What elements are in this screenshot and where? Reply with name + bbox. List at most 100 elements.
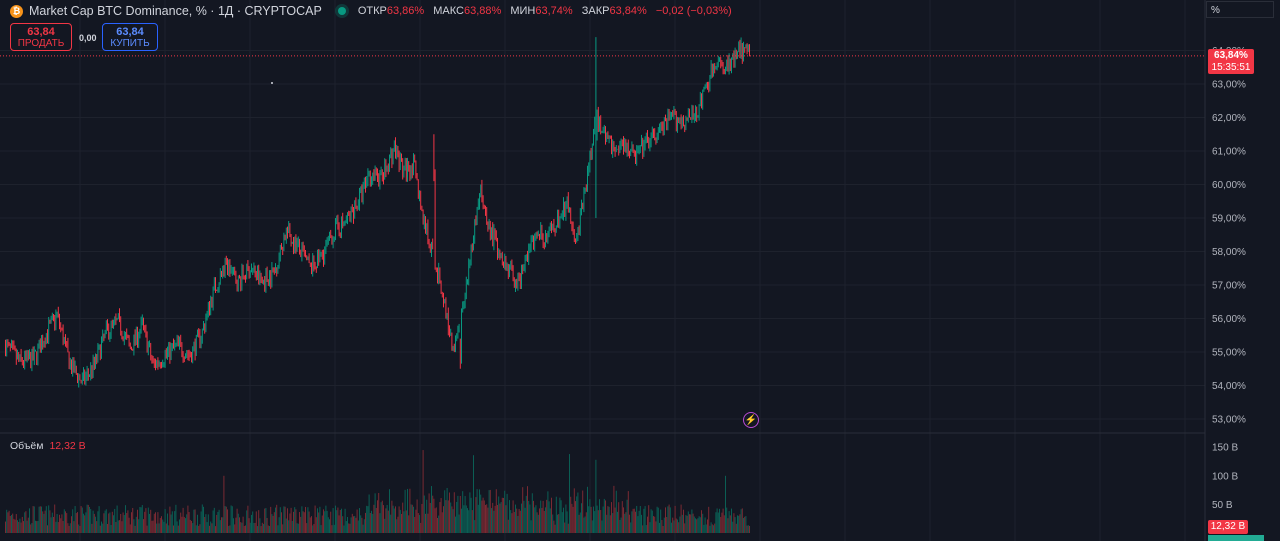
- volume-bar: [245, 525, 246, 533]
- volume-bar: [638, 510, 640, 533]
- volume-bar: [188, 512, 190, 533]
- scale-unit-button[interactable]: %: [1206, 1, 1274, 18]
- volume-bar: [179, 519, 180, 533]
- volume-bar: [140, 507, 142, 533]
- volume-bar: [703, 524, 705, 533]
- volume-bar: [103, 513, 105, 533]
- volume-bar: [290, 507, 292, 533]
- volume-bar: [554, 524, 556, 533]
- volume-bar: [20, 522, 22, 533]
- volume-bar: [410, 504, 412, 533]
- volume-bar: [639, 505, 641, 533]
- volume-bar: [690, 514, 692, 533]
- volume-bar: [115, 522, 117, 533]
- volume-bar: [456, 501, 458, 533]
- volume-bar: [54, 504, 56, 533]
- volume-bar: [261, 522, 263, 533]
- volume-bar: [459, 495, 461, 533]
- symbol-title[interactable]: Market Cap BTC Dominance, % · 1Д · CRYPT…: [29, 4, 322, 18]
- price-tick-label: 62,00%: [1212, 113, 1246, 124]
- volume-bar: [62, 521, 64, 533]
- volume-bar: [612, 513, 614, 533]
- volume-bar: [521, 503, 522, 533]
- volume-bar: [313, 523, 315, 533]
- volume-bar: [297, 523, 299, 533]
- volume-bar: [378, 492, 380, 533]
- volume-bar: [486, 504, 488, 533]
- volume-bar: [709, 525, 711, 533]
- volume-bar: [437, 517, 438, 533]
- volume-bar: [479, 489, 480, 533]
- volume-bar: [619, 519, 621, 533]
- volume-bar: [279, 507, 281, 533]
- volume-bar: [277, 525, 279, 533]
- volume-bar: [623, 507, 624, 533]
- volume-bar: [662, 526, 664, 533]
- volume-bar: [449, 492, 450, 533]
- volume-bar: [387, 510, 389, 533]
- volume-bar: [413, 506, 414, 533]
- volume-bar: [330, 511, 332, 533]
- volume-bar: [603, 498, 605, 533]
- price-tick-label: 57,00%: [1212, 281, 1246, 292]
- volume-bar: [573, 488, 575, 533]
- volume-bar: [632, 508, 634, 533]
- volume-bar: [374, 493, 376, 533]
- volume-bar: [212, 510, 214, 533]
- volume-bar: [180, 512, 182, 533]
- price-tick-label: 58,00%: [1212, 247, 1246, 258]
- volume-bar: [215, 526, 216, 533]
- volume-bar: [165, 523, 167, 533]
- market-status-icon[interactable]: [337, 7, 346, 15]
- volume-bar: [635, 511, 636, 533]
- volume-bar: [48, 505, 50, 533]
- volume-bar: [543, 510, 545, 533]
- volume-bar: [728, 511, 730, 533]
- volume-bar: [692, 513, 694, 533]
- volume-legend: Объём 12,32 B: [10, 440, 86, 452]
- volume-bar: [12, 513, 14, 533]
- buy-button[interactable]: 63,84 КУПИТЬ: [102, 23, 158, 51]
- volume-tag-secondary: [1208, 535, 1264, 541]
- volume-bar: [620, 517, 622, 533]
- volume-bar: [139, 506, 141, 533]
- sell-price: 63,84: [27, 26, 55, 38]
- volume-bar: [301, 506, 303, 533]
- volume-bar: [183, 516, 185, 533]
- volume-bar: [614, 507, 616, 533]
- volume-bar: [69, 523, 71, 533]
- volume-bar: [363, 519, 365, 533]
- volume-bar: [627, 491, 629, 533]
- volume-bar: [547, 491, 549, 533]
- volume-bar: [343, 525, 345, 533]
- price-axis: 53,00% 54,00% 55,00% 56,00% 57,00% 58,00% 59,0…: [1212, 46, 1246, 426]
- volume-bar: [246, 510, 248, 533]
- volume-bar: [320, 525, 322, 533]
- volume-bar: [463, 505, 465, 533]
- volume-bar: [650, 509, 652, 533]
- volume-bar: [726, 507, 728, 533]
- lightning-icon[interactable]: ⚡: [743, 412, 759, 428]
- volume-bar: [127, 510, 129, 533]
- volume-bar: [503, 497, 504, 533]
- volume-bar: [153, 513, 155, 533]
- volume-bar: [534, 507, 536, 533]
- sell-button[interactable]: 63,84 ПРОДАТЬ: [10, 23, 72, 51]
- ohlc-low-label: МИН: [510, 5, 536, 17]
- volume-bar: [446, 487, 448, 533]
- volume-bar: [488, 490, 490, 533]
- volume-bar: [636, 505, 638, 533]
- volume-bar: [528, 500, 530, 533]
- volume-bar: [601, 520, 603, 533]
- volume-bar: [571, 503, 573, 533]
- volume-bar: [523, 500, 525, 533]
- volume-bar: [41, 506, 42, 533]
- buy-price: 63,84: [116, 26, 144, 38]
- volume-bar: [111, 511, 113, 533]
- volume-bar: [473, 455, 474, 533]
- volume-bar: [372, 513, 374, 533]
- volume-bar: [291, 520, 293, 533]
- volume-bar: [668, 504, 670, 533]
- volume-bar: [194, 509, 196, 533]
